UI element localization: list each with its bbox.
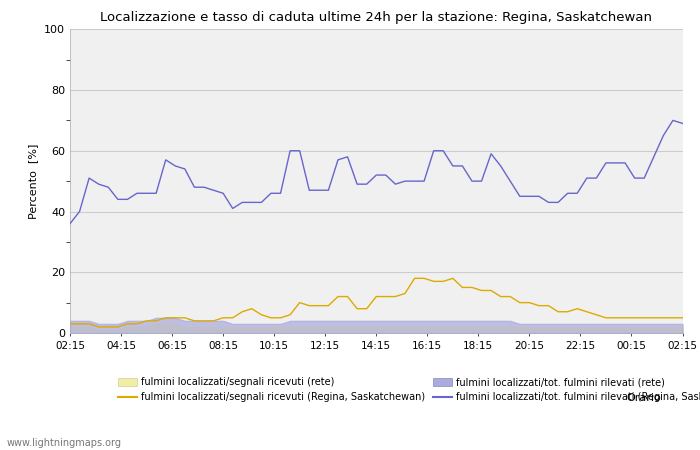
Text: Orario: Orario	[626, 393, 662, 403]
Text: www.lightningmaps.org: www.lightningmaps.org	[7, 438, 122, 448]
Y-axis label: Percento  [%]: Percento [%]	[29, 144, 38, 219]
Legend: fulmini localizzati/segnali ricevuti (rete), fulmini localizzati/segnali ricevut: fulmini localizzati/segnali ricevuti (re…	[118, 378, 700, 402]
Title: Localizzazione e tasso di caduta ultime 24h per la stazione: Regina, Saskatchewa: Localizzazione e tasso di caduta ultime …	[100, 11, 652, 24]
